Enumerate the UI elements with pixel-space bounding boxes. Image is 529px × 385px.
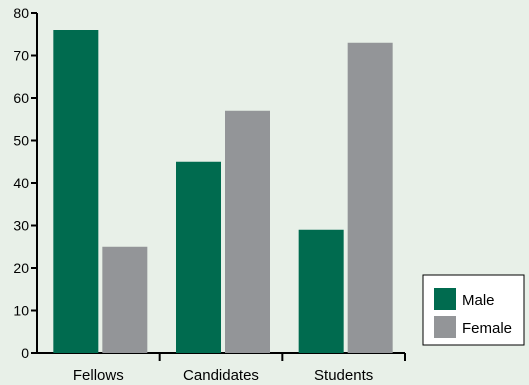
x-tick-label-fellows: Fellows (73, 367, 124, 384)
legend-swatch-male (434, 288, 456, 310)
legend-swatch-female (434, 316, 456, 338)
y-tick-label-40: 40 (13, 175, 29, 191)
y-tick-label-60: 60 (13, 90, 29, 106)
bar-fellows-male (53, 30, 99, 353)
bar-candidates-female (225, 110, 270, 353)
bar-fellows-female (102, 246, 148, 353)
x-tick-label-students: Students (314, 367, 373, 384)
bar-students-male (298, 229, 344, 353)
y-tick-label-20: 20 (13, 260, 29, 276)
bar-students-female (347, 42, 393, 353)
y-tick-label-80: 80 (13, 5, 29, 21)
legend-label-male: Male (462, 292, 495, 309)
y-tick-label-50: 50 (13, 133, 29, 149)
legend: Male Female (422, 274, 525, 346)
y-tick-label-10: 10 (13, 303, 29, 319)
y-tick-label-0: 0 (21, 345, 29, 361)
y-tick-label-70: 70 (13, 48, 29, 64)
x-tick-label-candidates: Candidates (183, 367, 259, 384)
bar-candidates-male (176, 161, 221, 353)
y-tick-label-30: 30 (13, 218, 29, 234)
bars-group (53, 30, 393, 353)
legend-label-female: Female (462, 320, 512, 337)
